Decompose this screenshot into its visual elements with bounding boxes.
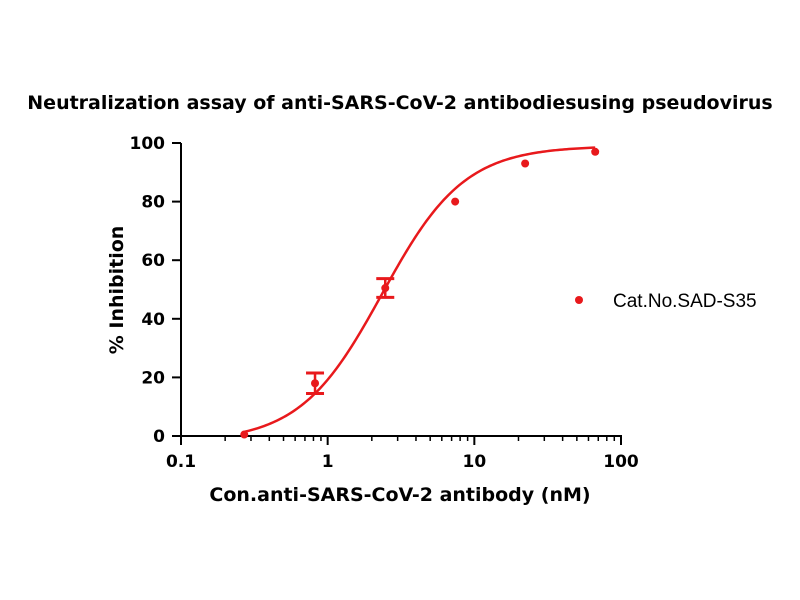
axes [180,143,622,437]
y-ticks: 0 20 40 60 80 100 [130,134,181,447]
y-tick-label: 40 [141,310,165,330]
data-point [381,284,390,293]
fit-curve [243,146,596,434]
x-tick-label: 10 [462,452,486,472]
y-tick-label: 100 [130,134,166,154]
data-points [240,147,600,439]
y-tick-label: 20 [141,368,165,388]
data-point [591,147,600,156]
y-axis-label: % Inhibition [106,226,128,355]
legend-label: Cat.No.SAD-S35 [613,291,757,312]
data-point [311,379,320,388]
y-tick-label: 0 [153,427,165,447]
data-point [240,430,249,439]
legend-marker [575,296,583,304]
y-tick-label: 60 [141,251,165,271]
data-point [521,159,530,168]
x-axis-label: Con.anti-SARS-CoV-2 antibody (nM) [209,484,590,506]
y-tick-label: 80 [141,193,165,213]
x-ticks: 0.1 1 10 100 [166,436,639,472]
data-point [451,197,460,206]
x-tick-label: 0.1 [166,452,196,472]
x-tick-label: 100 [603,452,639,472]
legend: Cat.No.SAD-S35 [575,291,757,312]
chart-title: Neutralization assay of anti-SARS-CoV-2 … [27,92,772,114]
x-tick-label: 1 [322,452,334,472]
